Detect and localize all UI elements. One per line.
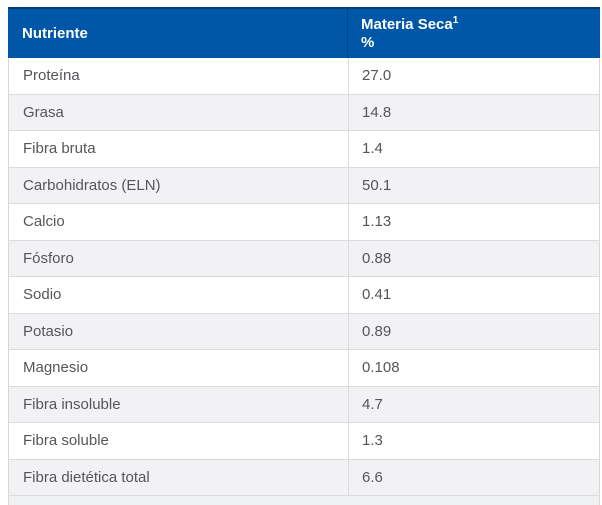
table-row: Grasa 14.8: [8, 94, 600, 131]
footnote-superscript: 1: [452, 15, 459, 26]
value-cell: 14.8: [362, 103, 392, 121]
nutrient-cell: Potasio: [9, 313, 349, 349]
table-row: Fibra insoluble 4.7: [8, 386, 600, 423]
value-cell: 50.1: [362, 176, 392, 194]
table-header-row: Nutriente Materia Seca1 %: [8, 7, 600, 58]
nutrient-cell: Grasa: [9, 94, 349, 130]
header-unit-percent: %: [361, 34, 375, 51]
nutrient-cell: Fibra soluble: [9, 423, 349, 459]
table-row: Calcio 1.13: [8, 204, 600, 241]
nutrient-cell: Sodio: [9, 277, 349, 313]
value-cell: 0.108: [362, 359, 400, 377]
value-cell: 0.88: [362, 249, 392, 267]
value-cell: 1.4: [362, 140, 383, 158]
header-cell-nutriente: Nutriente: [8, 9, 348, 58]
value-cell: 6.6: [362, 468, 383, 486]
table-row: Sodio 0.41: [8, 277, 600, 314]
nutrient-table: Nutriente Materia Seca1 % Proteína 27.0 …: [8, 7, 600, 505]
table-row: Potasio 0.89: [8, 313, 600, 350]
nutrient-cell: Carbohidratos (ELN): [9, 167, 349, 203]
header-cell-materia-seca: Materia Seca1 %: [348, 9, 600, 58]
header-nutriente-label: Nutriente: [22, 25, 88, 42]
value-cell: 27.0: [362, 67, 392, 85]
nutrient-cell: Proteína: [9, 58, 349, 94]
header-materia-seca-label: Materia Seca: [361, 16, 453, 33]
table-row: Fibra soluble 1.3: [8, 423, 600, 460]
nutrient-cell: Fibra bruta: [9, 131, 349, 167]
nutrient-cell: Magnesio: [9, 350, 349, 386]
partial-next-row: [8, 496, 600, 505]
table-row: Carbohidratos (ELN) 50.1: [8, 167, 600, 204]
value-cell: 1.13: [362, 213, 392, 231]
nutrient-cell: Fibra dietética total: [9, 459, 349, 495]
nutrient-cell: Fósforo: [9, 240, 349, 276]
table-row: Fibra bruta 1.4: [8, 131, 600, 168]
table-row: Fibra dietética total 6.6: [8, 459, 600, 496]
table-row: Proteína 27.0: [8, 58, 600, 95]
value-cell: 0.89: [362, 322, 392, 340]
table-row: Magnesio 0.108: [8, 350, 600, 387]
nutrient-cell: Calcio: [9, 204, 349, 240]
table-row: Fósforo 0.88: [8, 240, 600, 277]
value-cell: 4.7: [362, 395, 383, 413]
value-cell: 0.41: [362, 286, 392, 304]
value-cell: 1.3: [362, 432, 383, 450]
nutrient-cell: Fibra insoluble: [9, 386, 349, 422]
